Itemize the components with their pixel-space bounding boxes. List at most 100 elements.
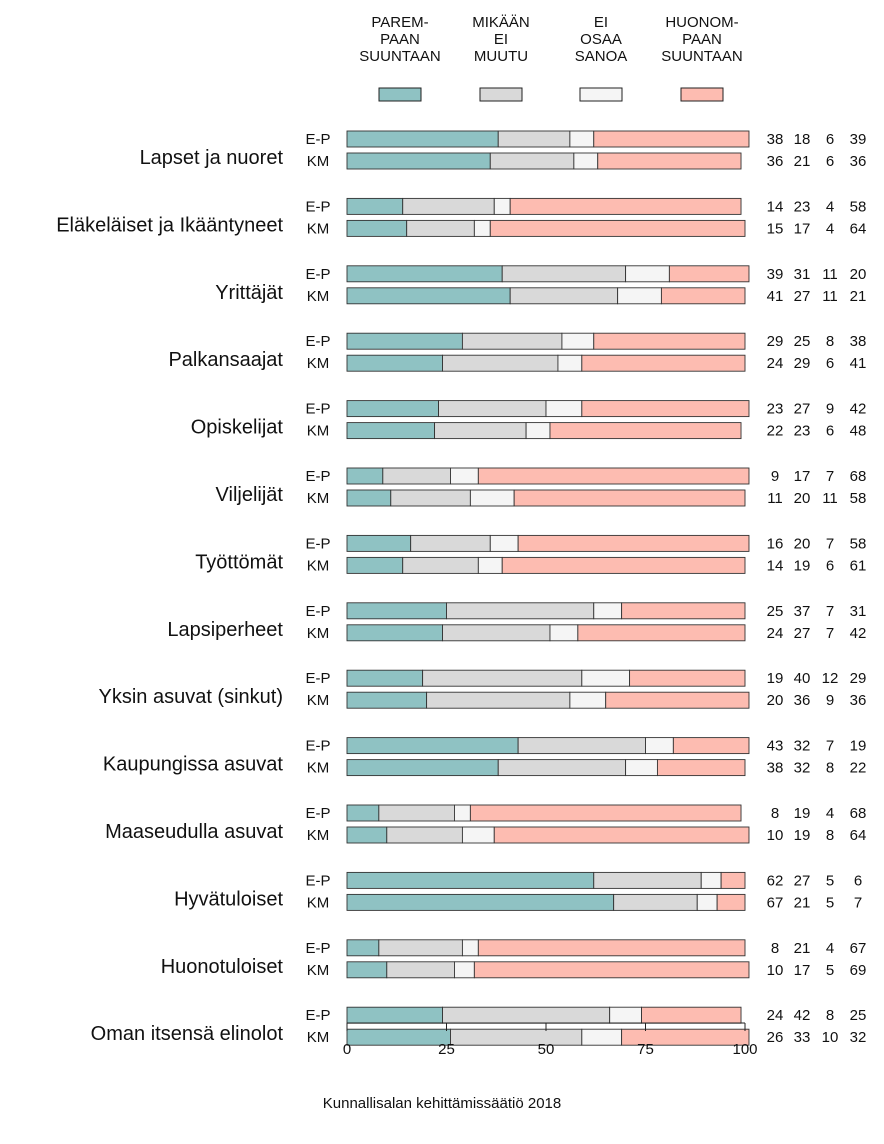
data-label: 39 <box>767 266 784 283</box>
legend-label-line: PAREM- <box>371 14 428 31</box>
bar-segment <box>641 1006 742 1024</box>
legend-label-line: MIKÄÄN <box>472 14 530 31</box>
group-label: Lapsiperheet <box>167 619 283 641</box>
row-label: E-P <box>305 535 330 552</box>
x-tick-label: 50 <box>538 1041 555 1058</box>
data-label: 29 <box>850 670 867 687</box>
row-label: KM <box>307 355 330 372</box>
bar-segment <box>346 130 499 148</box>
bar-segment <box>346 691 428 709</box>
row-label: E-P <box>305 1007 330 1024</box>
bar-segment <box>629 669 746 687</box>
data-label: 4 <box>826 940 834 957</box>
legend-label-line: OSAA <box>580 31 622 48</box>
bar-segment <box>346 354 443 372</box>
row-label: E-P <box>305 198 330 215</box>
bar-segment <box>438 400 547 418</box>
data-label: 19 <box>850 738 867 755</box>
data-label: 38 <box>850 333 867 350</box>
bar-segment <box>346 556 404 574</box>
bar-segment <box>422 669 583 687</box>
bar-segment <box>473 219 491 237</box>
bar-segment <box>625 759 658 777</box>
data-label: 41 <box>850 355 867 372</box>
data-label: 15 <box>767 220 784 237</box>
group-label: Palkansaajat <box>168 349 283 371</box>
bar-segment <box>346 534 412 552</box>
legend-swatch <box>378 87 422 102</box>
data-label: 36 <box>767 153 784 170</box>
bar-segment <box>346 332 463 350</box>
data-label: 67 <box>767 894 784 911</box>
bar-segment <box>597 152 742 170</box>
bar-segment <box>477 939 746 957</box>
data-label: 8 <box>826 333 834 350</box>
bar-segment <box>346 826 388 844</box>
bar-segment <box>656 759 746 777</box>
data-label: 17 <box>794 962 811 979</box>
data-label: 27 <box>794 401 811 418</box>
bar-segment <box>720 871 746 889</box>
data-label: 26 <box>767 1029 784 1046</box>
data-label: 7 <box>826 603 834 620</box>
data-label: 48 <box>850 423 867 440</box>
legend-swatch <box>680 87 724 102</box>
row-label: E-P <box>305 603 330 620</box>
bar-segment <box>489 534 519 552</box>
data-label: 19 <box>794 827 811 844</box>
bar-segment <box>660 287 746 305</box>
data-label: 25 <box>794 333 811 350</box>
data-label: 19 <box>767 670 784 687</box>
bar-segment <box>577 624 746 642</box>
bar-segment <box>402 556 479 574</box>
bar-segment <box>716 893 746 911</box>
bar-segment <box>378 804 455 822</box>
bar-segment <box>390 489 471 507</box>
data-label: 11 <box>822 266 838 283</box>
data-label: 6 <box>826 355 834 372</box>
group-label: Opiskelijat <box>191 417 284 439</box>
data-label: 69 <box>850 962 867 979</box>
bar-segment <box>402 197 495 215</box>
row-label: E-P <box>305 872 330 889</box>
legend-label-line: PAAN <box>380 31 420 48</box>
bar-segment <box>569 691 607 709</box>
data-label: 11 <box>767 490 783 507</box>
data-label: 32 <box>794 738 811 755</box>
data-label: 27 <box>794 288 811 305</box>
bar-segment <box>346 287 511 305</box>
bar-segment <box>454 804 471 822</box>
legend-label-line: SUUNTAAN <box>359 48 440 65</box>
data-label: 58 <box>850 198 867 215</box>
bar-segment <box>696 893 718 911</box>
data-label: 41 <box>767 288 784 305</box>
data-label: 5 <box>826 872 834 889</box>
legend-label-line: SUUNTAAN <box>661 48 742 65</box>
bar-segment <box>517 737 646 755</box>
data-label: 19 <box>794 805 811 822</box>
bar-segment <box>346 422 436 440</box>
data-label: 37 <box>794 603 811 620</box>
bar-segment <box>346 265 503 283</box>
bar-segment <box>346 152 491 170</box>
bar-segment <box>593 871 702 889</box>
bar-segment <box>346 939 380 957</box>
bar-segment <box>346 467 384 485</box>
bar-segment <box>593 602 623 620</box>
data-label: 38 <box>767 131 784 148</box>
data-label: 7 <box>826 738 834 755</box>
bar-segment <box>573 152 599 170</box>
bar-segment <box>446 602 595 620</box>
bar-segment <box>442 1006 611 1024</box>
data-label: 6 <box>854 872 862 889</box>
group-label: Huonotuloiset <box>161 956 284 978</box>
data-label: 27 <box>794 625 811 642</box>
bar-segment <box>426 691 571 709</box>
data-label: 20 <box>794 535 811 552</box>
data-label: 7 <box>826 468 834 485</box>
data-label: 23 <box>794 198 811 215</box>
data-label: 24 <box>767 1007 784 1024</box>
data-label: 14 <box>767 198 784 215</box>
bar-segment <box>461 939 479 957</box>
